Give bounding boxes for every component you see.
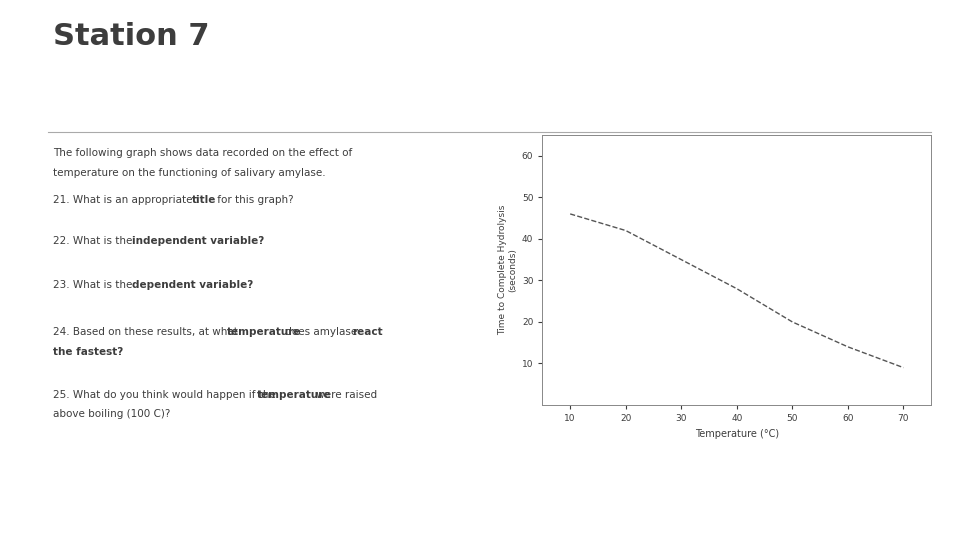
Text: temperature: temperature — [257, 390, 332, 400]
Text: react: react — [352, 327, 383, 337]
Text: 21. What is an appropriate: 21. What is an appropriate — [53, 195, 196, 206]
Text: 24. Based on these results, at what: 24. Based on these results, at what — [53, 327, 241, 337]
Text: independent variable?: independent variable? — [132, 236, 265, 246]
Text: does amylase: does amylase — [282, 327, 361, 337]
Text: 23. What is the: 23. What is the — [53, 280, 135, 290]
Text: 22. What is the: 22. What is the — [53, 236, 135, 246]
Text: temperature on the functioning of salivary amylase.: temperature on the functioning of saliva… — [53, 168, 325, 179]
Text: above boiling (100 C)?: above boiling (100 C)? — [53, 409, 170, 420]
Text: were raised: were raised — [313, 390, 377, 400]
Text: for this graph?: for this graph? — [214, 195, 294, 206]
Text: temperature: temperature — [227, 327, 301, 337]
X-axis label: Temperature (°C): Temperature (°C) — [695, 429, 779, 438]
Text: 25. What do you think would happen if the: 25. What do you think would happen if th… — [53, 390, 279, 400]
Text: Station 7: Station 7 — [53, 22, 209, 51]
Text: title: title — [192, 195, 216, 206]
Text: dependent variable?: dependent variable? — [132, 280, 253, 290]
Text: the fastest?: the fastest? — [53, 347, 123, 357]
Y-axis label: Time to Complete Hydrolysis
(seconds): Time to Complete Hydrolysis (seconds) — [498, 205, 517, 335]
Text: The following graph shows data recorded on the effect of: The following graph shows data recorded … — [53, 148, 352, 159]
